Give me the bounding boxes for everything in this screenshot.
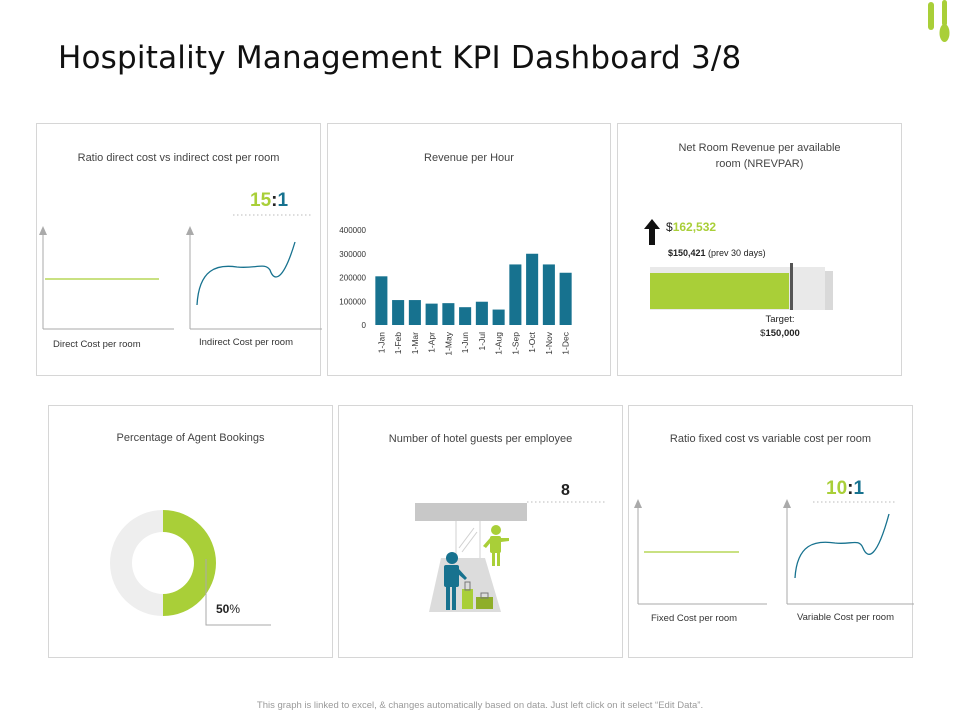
target-currency: $ xyxy=(760,328,766,339)
nrevpar-panel: Net Room Revenue per available room (NRE… xyxy=(617,123,902,376)
bar-1-Apr xyxy=(425,303,438,325)
y-tick-label: 0 xyxy=(362,321,367,330)
revenue-per-hour-panel: Revenue per Hour 400000 300000 200000 10000… xyxy=(327,123,611,376)
indirect-cost-curve xyxy=(196,241,296,306)
previous-nrevpar: $150,421 (prev 30 days) xyxy=(668,248,766,258)
ratio-right: 1 xyxy=(277,190,289,211)
hotel-reception-illustration xyxy=(415,501,605,612)
ratio-value: 15:1 xyxy=(250,190,288,212)
target-label: Target: $150,000 xyxy=(738,313,822,341)
variable-cost-curve xyxy=(794,513,890,579)
luggage-icon xyxy=(462,581,493,609)
fixed-cost-mini-chart xyxy=(634,499,767,605)
bar-1-Jul xyxy=(475,301,488,325)
direct-cost-mini-chart xyxy=(39,226,174,330)
prev-value: $150,421 xyxy=(668,248,706,258)
panel-title: Percentage of Agent Bookings xyxy=(116,432,265,444)
x-tick-label: 1-Sep xyxy=(510,332,520,355)
donut-remaining-segment xyxy=(110,510,163,616)
percent-value: 50 xyxy=(216,602,230,616)
percent-sign: % xyxy=(229,602,241,616)
x-tick-label: 1-Jan xyxy=(376,332,386,354)
target-value: 150,000 xyxy=(765,328,800,339)
footer-note: This graph is linked to excel, & changes… xyxy=(256,700,704,711)
ratio-left: 15 xyxy=(250,190,272,211)
prev-suffix: (prev 30 days) xyxy=(705,248,766,258)
reception-counter xyxy=(415,503,527,521)
x-tick-label: 1-Jul xyxy=(477,332,487,351)
target-caption: Target: xyxy=(765,314,795,325)
guest-icon xyxy=(444,552,467,610)
donut-chart xyxy=(110,510,271,626)
panel-title: Ratio fixed cost vs variable cost per ro… xyxy=(669,433,872,445)
agent-bookings-panel: Percentage of Agent Bookings 50% xyxy=(48,405,333,658)
panel-title-line1: Net Room Revenue per available xyxy=(678,142,841,154)
receptionist-icon xyxy=(483,525,509,566)
cutlery-icon xyxy=(928,0,950,42)
ratio-right: 1 xyxy=(853,478,865,499)
guests-value: 8 xyxy=(561,482,570,499)
panel-title: Number of hotel guests per employee xyxy=(388,433,573,445)
direct-cost-label: Direct Cost per room xyxy=(53,339,141,350)
bar-1-May xyxy=(442,303,455,325)
indirect-cost-mini-chart xyxy=(186,226,322,330)
bar-1-Nov xyxy=(542,264,555,325)
bar-1-Oct xyxy=(526,253,539,325)
target-amount: $150,000 xyxy=(738,327,822,341)
bar-1-Dec xyxy=(559,272,572,325)
panel-title: Ratio direct cost vs indirect cost per r… xyxy=(77,152,280,164)
bar-1-Mar xyxy=(408,300,421,325)
fixed-variable-ratio-panel: Ratio fixed cost vs variable cost per ro… xyxy=(628,405,914,658)
x-tick-label: 1-May xyxy=(443,331,453,355)
bullet-value-bar xyxy=(650,273,789,309)
current-value: 162,532 xyxy=(672,220,717,234)
x-tick-label: 1-Feb xyxy=(393,332,403,354)
variable-cost-label: Variable Cost per room xyxy=(797,612,894,623)
guests-per-employee-panel: Number of hotel guests per employee 8 xyxy=(338,405,623,658)
ratio-left: 10 xyxy=(826,478,848,499)
ratio-mini-charts xyxy=(39,214,322,330)
x-tick-label: 1-Jun xyxy=(460,332,470,354)
y-tick-label: 300000 xyxy=(339,250,366,259)
arrow-up-icon xyxy=(644,219,660,245)
ratio-colon: : xyxy=(847,478,854,499)
current-nrevpar: $162,532 xyxy=(666,220,716,234)
bar-1-Aug xyxy=(492,309,505,325)
ratio-mini-charts xyxy=(634,499,914,605)
x-tick-label: 1-Apr xyxy=(427,332,437,353)
page-title: Hospitality Management KPI Dashboard 3/8 xyxy=(58,40,742,76)
panel-title: Revenue per Hour xyxy=(424,152,514,164)
ratio-value: 10:1 xyxy=(826,478,864,500)
bullet-chart xyxy=(650,263,833,310)
x-tick-label: 1-Mar xyxy=(410,332,420,354)
door-frame-icon xyxy=(455,521,481,558)
x-tick-label: 1-Aug xyxy=(494,332,504,355)
agent-bookings-percent: 50% xyxy=(216,602,240,616)
x-tick-label: 1-Dec xyxy=(561,331,571,354)
donut-agent-segment xyxy=(163,510,216,616)
x-tick-label: 1-Oct xyxy=(527,331,537,352)
indirect-cost-label: Indirect Cost per room xyxy=(199,337,293,348)
direct-indirect-ratio-panel: Ratio direct cost vs indirect cost per r… xyxy=(36,123,322,376)
ratio-colon: : xyxy=(271,190,278,211)
bar-1-Feb xyxy=(392,300,405,325)
panel-title: Net Room Revenue per available room (NRE… xyxy=(618,140,901,172)
variable-cost-mini-chart xyxy=(783,499,914,605)
bar-1-Sep xyxy=(509,264,522,325)
donut-leader-line xyxy=(205,559,271,626)
panel-title-line2: room (NREVPAR) xyxy=(715,158,804,170)
fixed-cost-label: Fixed Cost per room xyxy=(651,613,738,624)
x-tick-label: 1-Nov xyxy=(544,331,554,354)
bullet-target-marker xyxy=(790,263,793,310)
y-tick-label: 200000 xyxy=(339,274,366,283)
y-tick-label: 400000 xyxy=(339,226,366,235)
revenue-bar-chart: 400000 300000 200000 100000 0 1-Jan 1-Feb 1-Mar… xyxy=(339,226,572,356)
bar-1-Jan xyxy=(375,276,388,325)
current-currency: $ xyxy=(666,220,673,234)
y-tick-label: 100000 xyxy=(339,297,366,306)
bar-1-Jun xyxy=(459,307,472,325)
